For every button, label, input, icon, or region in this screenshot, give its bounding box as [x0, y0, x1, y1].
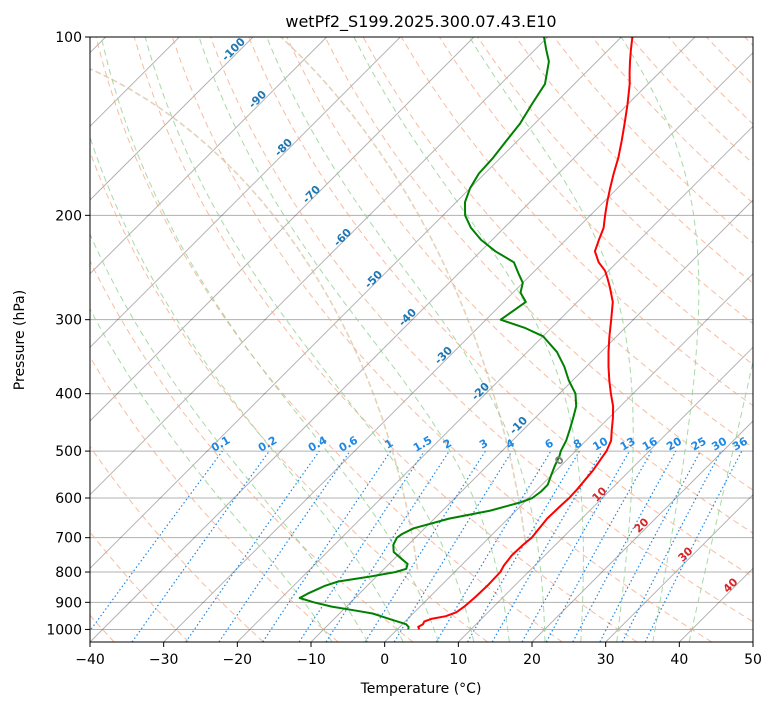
x-tick-label: 50: [744, 652, 762, 668]
x-tick-label: 10: [449, 652, 467, 668]
chart-title: wetPf2_S199.2025.300.07.43.E10: [285, 12, 556, 32]
y-tick-label: 700: [55, 531, 82, 547]
y-tick-label: 300: [55, 313, 82, 329]
x-tick-label: 40: [670, 652, 688, 668]
y-tick-label: 200: [55, 208, 82, 224]
skew-t-chart: 0.1 0.2 0.4 0.6 1 1.5 2 3 4 6 8 10 13 16 20 25 30 36-100-…: [0, 0, 775, 708]
y-tick-label: 900: [55, 595, 82, 611]
y-tick-label: 1000: [46, 622, 82, 638]
y-tick-label: 400: [55, 387, 82, 403]
x-tick-label: −20: [223, 652, 253, 668]
x-tick-label: −10: [296, 652, 326, 668]
x-tick-label: −40: [75, 652, 105, 668]
y-axis-title: Pressure (hPa): [12, 290, 28, 390]
y-tick-label: 100: [55, 30, 82, 46]
x-tick-label: 0: [380, 652, 389, 668]
y-tick-label: 800: [55, 565, 82, 581]
y-tick-label: 600: [55, 491, 82, 507]
y-tick-label: 500: [55, 444, 82, 460]
x-tick-label: 30: [597, 652, 615, 668]
x-tick-label: −30: [149, 652, 179, 668]
x-axis-title: Temperature (°C): [360, 681, 482, 697]
x-tick-label: 20: [523, 652, 541, 668]
chart-background: [0, 0, 775, 708]
